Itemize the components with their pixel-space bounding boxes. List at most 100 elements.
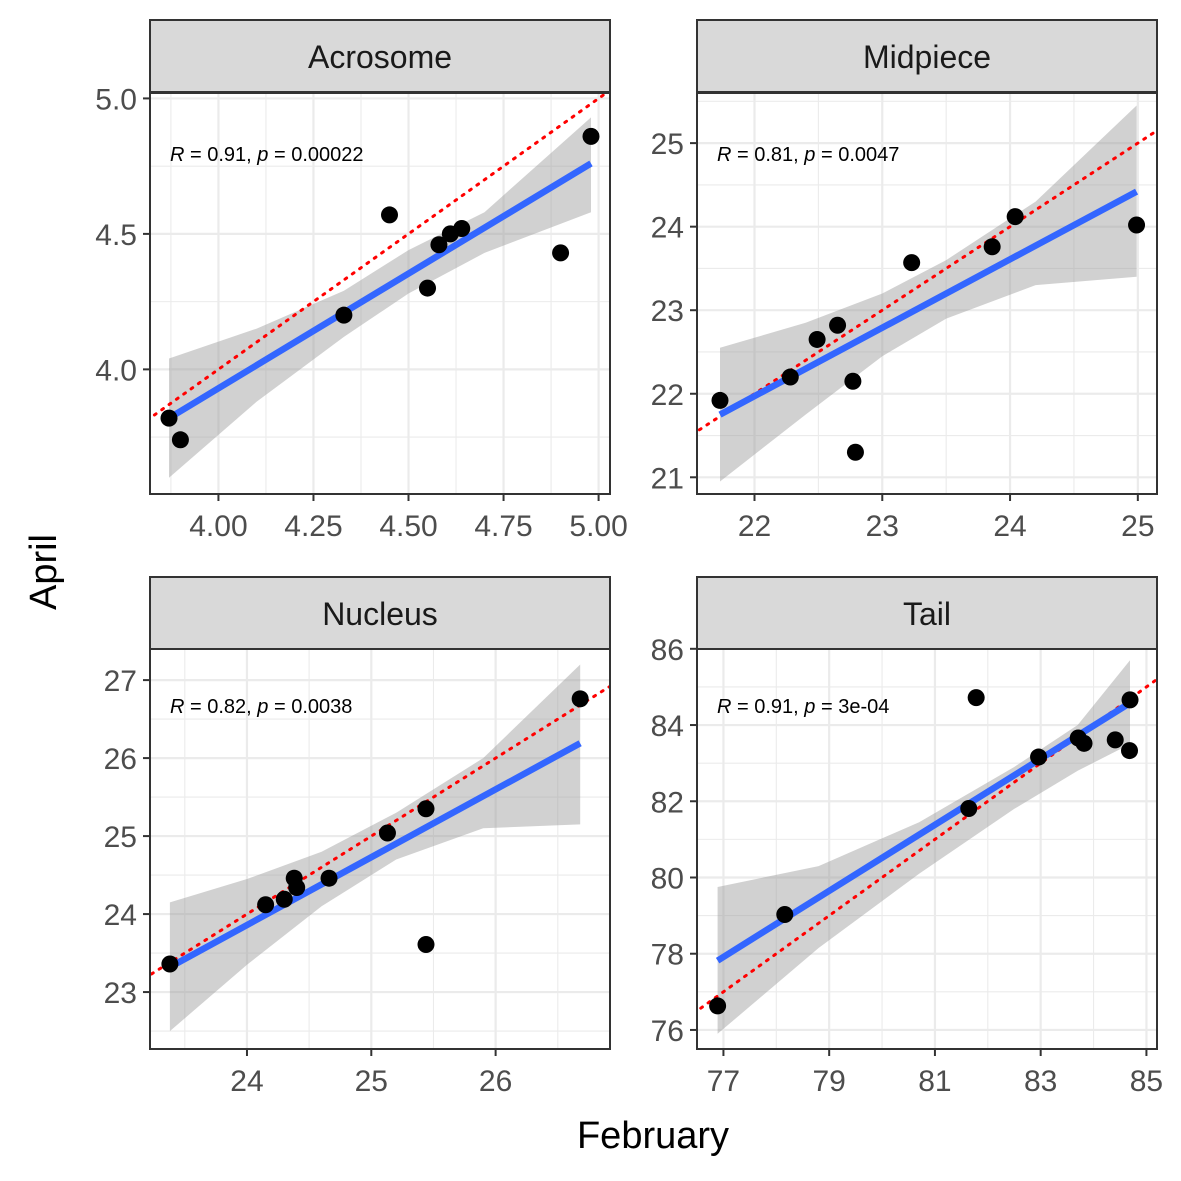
y-tick-label: 76: [651, 1015, 684, 1048]
data-point: [844, 372, 862, 390]
data-point: [829, 316, 847, 334]
data-point: [381, 206, 399, 224]
data-point: [1006, 208, 1024, 226]
data-point: [960, 800, 978, 818]
data-point: [417, 800, 435, 818]
data-point: [983, 238, 1001, 256]
gridlines: [697, 93, 1157, 494]
y-tick-label: 21: [651, 462, 684, 495]
gridlines: [150, 93, 610, 494]
y-tick-label: 82: [651, 786, 684, 819]
x-tick-label: 25: [355, 1065, 388, 1098]
facet-strip: [149, 576, 611, 650]
data-point: [781, 368, 799, 386]
facet-label: Midpiece: [863, 39, 991, 75]
y-tick-label: 23: [651, 295, 684, 328]
y-tick-label: 86: [651, 634, 684, 667]
data-point: [160, 409, 178, 427]
y-tick-label: 84: [651, 710, 684, 743]
confidence-band: [169, 664, 581, 1032]
facet-strip: [696, 19, 1158, 93]
data-point: [711, 391, 729, 409]
y-tick-label: 24: [651, 212, 684, 245]
y-tick-label: 4.0: [95, 354, 137, 387]
data-point: [1121, 742, 1139, 760]
plot-area: [150, 664, 610, 1032]
y-tick-label: 78: [651, 939, 684, 972]
correlation-annotation: R = 0.82, p = 0.0038: [170, 696, 352, 718]
data-point: [419, 279, 437, 297]
panel-nucleus: R = 0.82, p = 0.0038 Nucleus 24 25 26 23 24 25 2…: [104, 576, 611, 1098]
data-point: [275, 890, 293, 908]
y-tick-label: 26: [104, 743, 137, 776]
regression-line: [167, 160, 593, 421]
data-point: [288, 879, 306, 897]
panel-acrosome: R = 0.91, p = 0.00022 Acrosome 4.00 4.25 4.5…: [95, 19, 628, 543]
y-axis-title: April: [23, 534, 65, 610]
x-tick-label: 24: [230, 1065, 263, 1098]
data-point: [320, 869, 338, 887]
annotation-r-label: R: [170, 696, 184, 718]
facet-label: Nucleus: [322, 596, 438, 632]
x-tick-label: 4.75: [474, 510, 532, 543]
y-tick-label: 25: [104, 821, 137, 854]
x-tick-label: 26: [479, 1065, 512, 1098]
annotation-p-label: p: [803, 696, 815, 718]
data-point: [552, 244, 570, 262]
annotation-p-text: = 0.0047: [815, 144, 899, 166]
confidence-band: [720, 105, 1137, 482]
data-point: [171, 431, 189, 449]
annotation-r-text: = 0.81,: [731, 144, 804, 166]
y-tick-label: 22: [651, 379, 684, 412]
panel-background: [697, 645, 1157, 1049]
data-point: [808, 330, 826, 348]
x-tick-label: 23: [866, 510, 899, 543]
panel-background: [697, 93, 1157, 494]
annotation-p-text: = 0.00022: [268, 144, 363, 166]
data-point: [776, 905, 794, 923]
data-point: [1128, 216, 1146, 234]
x-tick-label: 5.00: [569, 510, 627, 543]
x-tick-label: 4.25: [284, 510, 342, 543]
data-point: [453, 219, 471, 237]
facet-label: Tail: [903, 596, 951, 632]
annotation-p-label: p: [803, 144, 815, 166]
data-point: [967, 689, 985, 707]
facet-strip: [696, 576, 1158, 650]
confidence-band: [169, 117, 591, 478]
x-tick-label: 25: [1121, 510, 1154, 543]
data-point: [582, 127, 600, 145]
data-point: [1030, 748, 1048, 766]
x-tick-label: 24: [993, 510, 1026, 543]
gridlines: [697, 645, 1157, 1049]
x-tick-label: 85: [1130, 1065, 1163, 1098]
identity-line: [697, 677, 1157, 1013]
y-tick-label: 4.5: [95, 219, 137, 252]
data-point: [571, 690, 589, 708]
x-tick-label: 4.50: [379, 510, 437, 543]
facet-strip: [149, 19, 611, 93]
panel-midpiece: R = 0.81, p = 0.0047 Midpiece 22 23 24 25 21 22…: [651, 19, 1158, 543]
y-tick-label: 24: [104, 899, 137, 932]
data-point: [1106, 731, 1124, 749]
y-tick-label: 23: [104, 977, 137, 1010]
y-tick-label: 27: [104, 665, 137, 698]
data-point: [335, 306, 353, 324]
x-tick-label: 83: [1024, 1065, 1057, 1098]
data-point: [1075, 734, 1093, 752]
x-tick-label: 79: [812, 1065, 845, 1098]
data-point: [417, 935, 435, 953]
annotation-r-text: = 0.91,: [184, 144, 257, 166]
annotation-p-label: p: [256, 696, 268, 718]
confidence-band: [717, 660, 1130, 1034]
y-tick-label: 5.0: [95, 83, 137, 116]
data-point: [846, 443, 864, 461]
data-point: [161, 955, 179, 973]
annotation-p-text: = 3e-04: [815, 696, 889, 718]
annotation-r-label: R: [717, 144, 731, 166]
data-point: [1121, 691, 1139, 709]
annotation-p-text: = 0.0038: [268, 696, 352, 718]
annotation-r-text: = 0.82,: [184, 696, 257, 718]
panel-tail: R = 0.91, p = 3e-04 Tail 77 79 81 83 85 76 78 80 8…: [651, 576, 1163, 1098]
